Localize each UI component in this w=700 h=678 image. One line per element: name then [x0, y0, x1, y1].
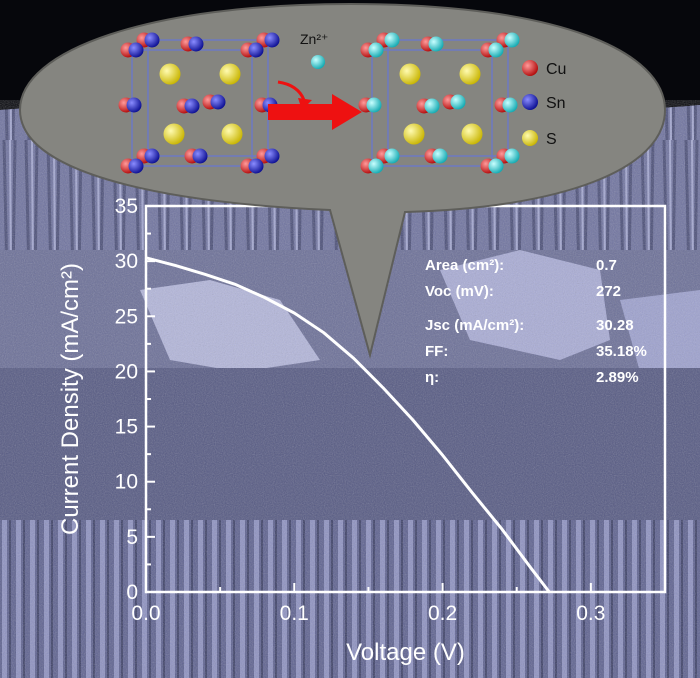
param-value: 2.89% — [596, 369, 639, 386]
sn-atom — [144, 32, 160, 48]
sn-atom — [128, 42, 144, 58]
y-tick-label: 25 — [115, 305, 138, 328]
param-value: 0.7 — [596, 257, 617, 274]
y-tick-label: 10 — [115, 471, 138, 494]
zn-atom — [432, 148, 448, 164]
x-axis-title: Voltage (V) — [346, 639, 465, 666]
sn-atom — [248, 158, 264, 174]
sn-atom — [188, 36, 204, 52]
s-atom — [163, 123, 185, 145]
zn-atom — [502, 97, 518, 113]
blue-sphere-icon — [522, 94, 538, 110]
jv-curve — [145, 256, 551, 593]
param-label: Voc (mV): — [425, 283, 494, 300]
s-atom — [221, 123, 243, 145]
zn-atom — [384, 32, 400, 48]
y-tick-label: 0 — [126, 581, 138, 604]
sn-atom — [184, 98, 200, 114]
zn-atom — [368, 42, 384, 58]
zn-atom — [428, 36, 444, 52]
s-atom — [399, 63, 421, 85]
param-label: Area (cm²): — [425, 257, 504, 274]
sn-atom — [210, 94, 226, 110]
zn-atom — [488, 158, 504, 174]
y-tick-label: 35 — [115, 195, 138, 218]
sn-atom — [144, 148, 160, 164]
s-atom — [403, 123, 425, 145]
legend-label: Cu — [546, 61, 566, 78]
param-value: 30.28 — [596, 317, 634, 334]
param-label: η: — [425, 369, 439, 386]
y-tick-label: 20 — [115, 360, 138, 383]
sn-atom — [264, 32, 280, 48]
zn-atom — [504, 32, 520, 48]
device-parameters: Area (cm²): 0.7 Voc (mV): 272 Jsc (mA/cm²): 3… — [425, 257, 647, 386]
x-tick-label: 0.2 — [428, 602, 457, 625]
param-label: Jsc (mA/cm²): — [425, 317, 524, 334]
red-sphere-icon — [522, 60, 538, 76]
zn-atom — [366, 97, 382, 113]
param-value: 272 — [596, 283, 621, 300]
y-axis-ticks: 0 5 10 15 20 25 30 35 — [115, 195, 155, 604]
x-axis-ticks: 0.0 0.1 0.2 0.3 — [131, 583, 666, 625]
param-label: FF: — [425, 343, 448, 360]
y-tick-label: 30 — [115, 250, 138, 273]
zn-atom — [384, 148, 400, 164]
sn-atom — [126, 97, 142, 113]
yellow-sphere-icon — [522, 130, 538, 146]
x-tick-label: 0.1 — [280, 602, 309, 625]
s-atom — [219, 63, 241, 85]
zn-atom — [368, 158, 384, 174]
sn-atom — [264, 148, 280, 164]
param-value: 35.18% — [596, 343, 647, 360]
cu2znsns4-unit-cell — [358, 32, 520, 174]
legend-label: Sn — [546, 95, 566, 112]
zn-insertion-curved-arrow-icon — [277, 80, 306, 101]
transformation-arrow-icon — [268, 94, 362, 130]
sn-atom — [128, 158, 144, 174]
zn-atom — [424, 98, 440, 114]
zn-ion-sphere — [311, 55, 325, 69]
zn-atom — [450, 94, 466, 110]
zn-atom — [504, 148, 520, 164]
y-axis-title: Current Density (mA/cm²) — [57, 263, 84, 535]
speech-bubble — [18, 2, 667, 359]
zn-atom — [488, 42, 504, 58]
y-tick-label: 15 — [115, 416, 138, 439]
sn-atom — [192, 148, 208, 164]
legend-label: S — [546, 131, 557, 148]
y-tick-label: 5 — [126, 526, 138, 549]
x-tick-label: 0.3 — [576, 602, 605, 625]
s-atom — [461, 123, 483, 145]
zn-ion-label: Zn²⁺ — [300, 31, 328, 47]
s-atom — [459, 63, 481, 85]
s-atom — [159, 63, 181, 85]
x-tick-label: 0.0 — [131, 602, 160, 625]
sn-atom — [248, 42, 264, 58]
atom-legend: Cu Sn S — [522, 60, 566, 148]
